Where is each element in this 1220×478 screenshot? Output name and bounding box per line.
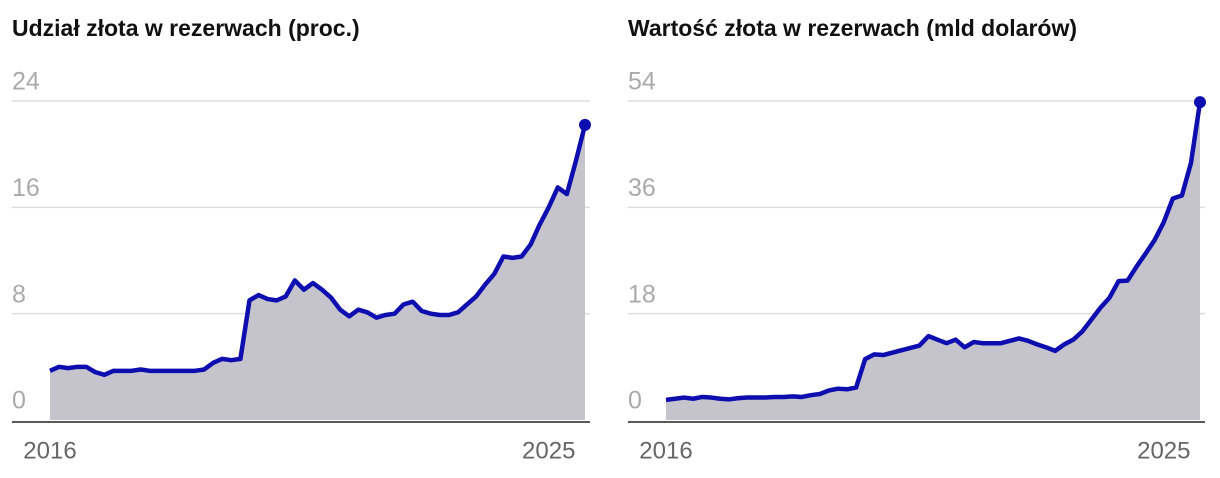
- x-tick-label: 2016: [639, 437, 692, 464]
- line: [49, 124, 588, 378]
- chart-title: Wartość złota w rezerwach (mld dolarów): [628, 15, 1077, 41]
- y-tick-label: 24: [12, 68, 40, 96]
- area: [50, 124, 585, 421]
- y-tick-label: 0: [12, 387, 26, 415]
- end-dot: [579, 118, 591, 131]
- y-tick-label: 8: [12, 280, 26, 308]
- y-tick-label: 54: [628, 68, 656, 96]
- line: [665, 101, 1203, 403]
- end-dot: [1194, 96, 1206, 109]
- x-tick-label: 2025: [522, 437, 575, 464]
- y-tick-label: 0: [628, 387, 642, 415]
- y-tick-label: 16: [12, 174, 40, 202]
- x-tick-label: 2016: [23, 437, 76, 464]
- y-tick-label: 18: [628, 280, 656, 308]
- x-tick-label: 2025: [1137, 437, 1190, 464]
- area: [666, 102, 1200, 420]
- chart-title: Udział złota w rezerwach (proc.): [12, 15, 360, 41]
- y-tick-label: 36: [628, 174, 656, 202]
